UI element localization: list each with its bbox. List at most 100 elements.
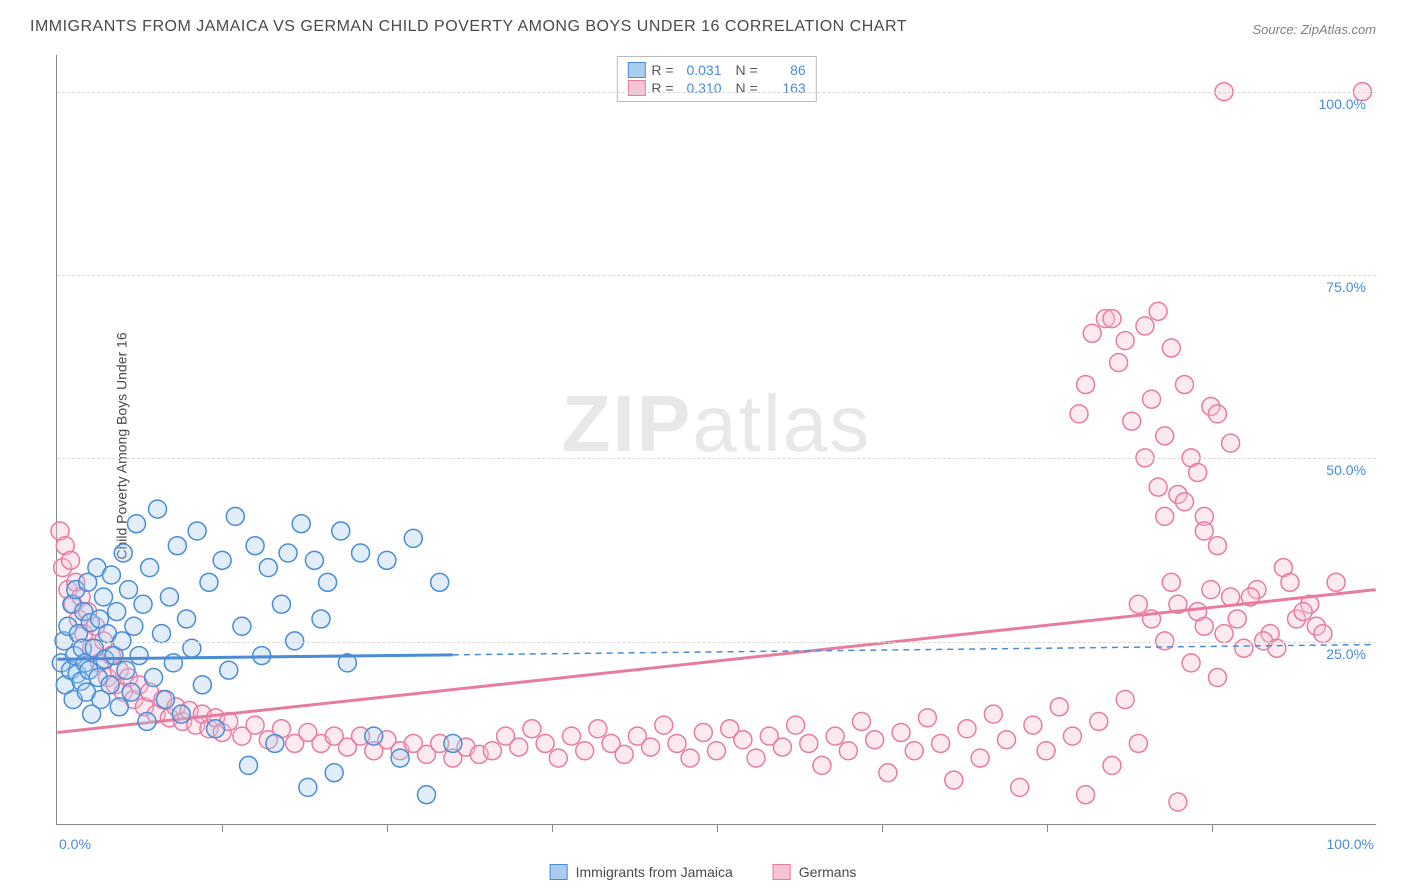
data-point	[589, 720, 607, 738]
data-point	[226, 507, 244, 525]
data-point	[1189, 463, 1207, 481]
data-point	[615, 745, 633, 763]
data-point	[365, 727, 383, 745]
data-point	[510, 738, 528, 756]
data-point	[312, 610, 330, 628]
data-point	[787, 716, 805, 734]
data-point	[134, 595, 152, 613]
data-point	[1116, 332, 1134, 350]
data-point	[200, 573, 218, 591]
gridline	[57, 275, 1376, 276]
data-point	[1123, 412, 1141, 430]
data-point	[1208, 405, 1226, 423]
data-point	[668, 734, 686, 752]
data-point	[246, 716, 264, 734]
data-point	[279, 544, 297, 562]
data-point	[1136, 317, 1154, 335]
y-tick-label: 100.0%	[1319, 96, 1366, 112]
data-point	[110, 698, 128, 716]
data-point	[292, 515, 310, 533]
data-point	[188, 522, 206, 540]
data-point	[1169, 793, 1187, 811]
data-point	[1077, 376, 1095, 394]
data-point	[378, 551, 396, 569]
data-point	[945, 771, 963, 789]
data-point	[1314, 625, 1332, 643]
data-point	[246, 537, 264, 555]
data-point	[1103, 310, 1121, 328]
data-point	[444, 734, 462, 752]
data-point	[773, 738, 791, 756]
data-point	[1327, 573, 1345, 591]
gridline	[57, 458, 1376, 459]
data-point	[866, 731, 884, 749]
data-point	[694, 723, 712, 741]
data-point	[1070, 405, 1088, 423]
data-point	[130, 647, 148, 665]
data-point	[932, 734, 950, 752]
data-point	[918, 709, 936, 727]
data-point	[1143, 390, 1161, 408]
data-point	[1129, 595, 1147, 613]
plot-area: ZIPatlas R = 0.031 N = 86 R = 0.310 N = …	[56, 55, 1376, 825]
data-point	[1156, 507, 1174, 525]
data-point	[233, 617, 251, 635]
data-point	[892, 723, 910, 741]
data-point	[149, 500, 167, 518]
data-point	[1222, 434, 1240, 452]
data-point	[391, 749, 409, 767]
data-point	[523, 720, 541, 738]
data-point	[655, 716, 673, 734]
source-attribution: Source: ZipAtlas.com	[1252, 22, 1376, 37]
data-point	[122, 683, 140, 701]
data-point	[839, 742, 857, 760]
data-point	[417, 786, 435, 804]
x-tick	[882, 824, 883, 832]
data-point	[642, 738, 660, 756]
data-point	[1162, 573, 1180, 591]
x-tick	[717, 824, 718, 832]
data-point	[145, 669, 163, 687]
y-tick-label: 50.0%	[1326, 462, 1366, 478]
gridline	[57, 642, 1376, 643]
data-point	[272, 595, 290, 613]
data-point	[1037, 742, 1055, 760]
data-point	[971, 749, 989, 767]
data-point	[141, 559, 159, 577]
data-point	[266, 734, 284, 752]
data-point	[1208, 537, 1226, 555]
x-tick	[1047, 824, 1048, 832]
data-point	[483, 742, 501, 760]
data-point	[1103, 756, 1121, 774]
data-point	[1090, 712, 1108, 730]
data-point	[127, 515, 145, 533]
data-point	[998, 731, 1016, 749]
data-point	[1116, 691, 1134, 709]
data-point	[747, 749, 765, 767]
data-point	[1156, 427, 1174, 445]
data-point	[156, 691, 174, 709]
bottom-legend: Immigrants from Jamaica Germans	[550, 864, 857, 880]
data-point	[681, 749, 699, 767]
data-point	[1162, 339, 1180, 357]
data-point	[984, 705, 1002, 723]
data-point	[352, 544, 370, 562]
data-point	[120, 581, 138, 599]
data-point	[1077, 786, 1095, 804]
bottom-legend-b: Germans	[773, 864, 857, 880]
x-tick	[387, 824, 388, 832]
data-point	[259, 559, 277, 577]
data-point	[1228, 610, 1246, 628]
data-point	[138, 712, 156, 730]
data-point	[1110, 354, 1128, 372]
data-point	[431, 573, 449, 591]
data-point	[1189, 603, 1207, 621]
legend-swatch-b-icon	[773, 864, 791, 880]
data-point	[708, 742, 726, 760]
data-point	[178, 610, 196, 628]
y-tick-label: 75.0%	[1326, 279, 1366, 295]
data-point	[153, 625, 171, 643]
data-point	[1129, 734, 1147, 752]
data-point	[958, 720, 976, 738]
data-point	[1215, 625, 1233, 643]
